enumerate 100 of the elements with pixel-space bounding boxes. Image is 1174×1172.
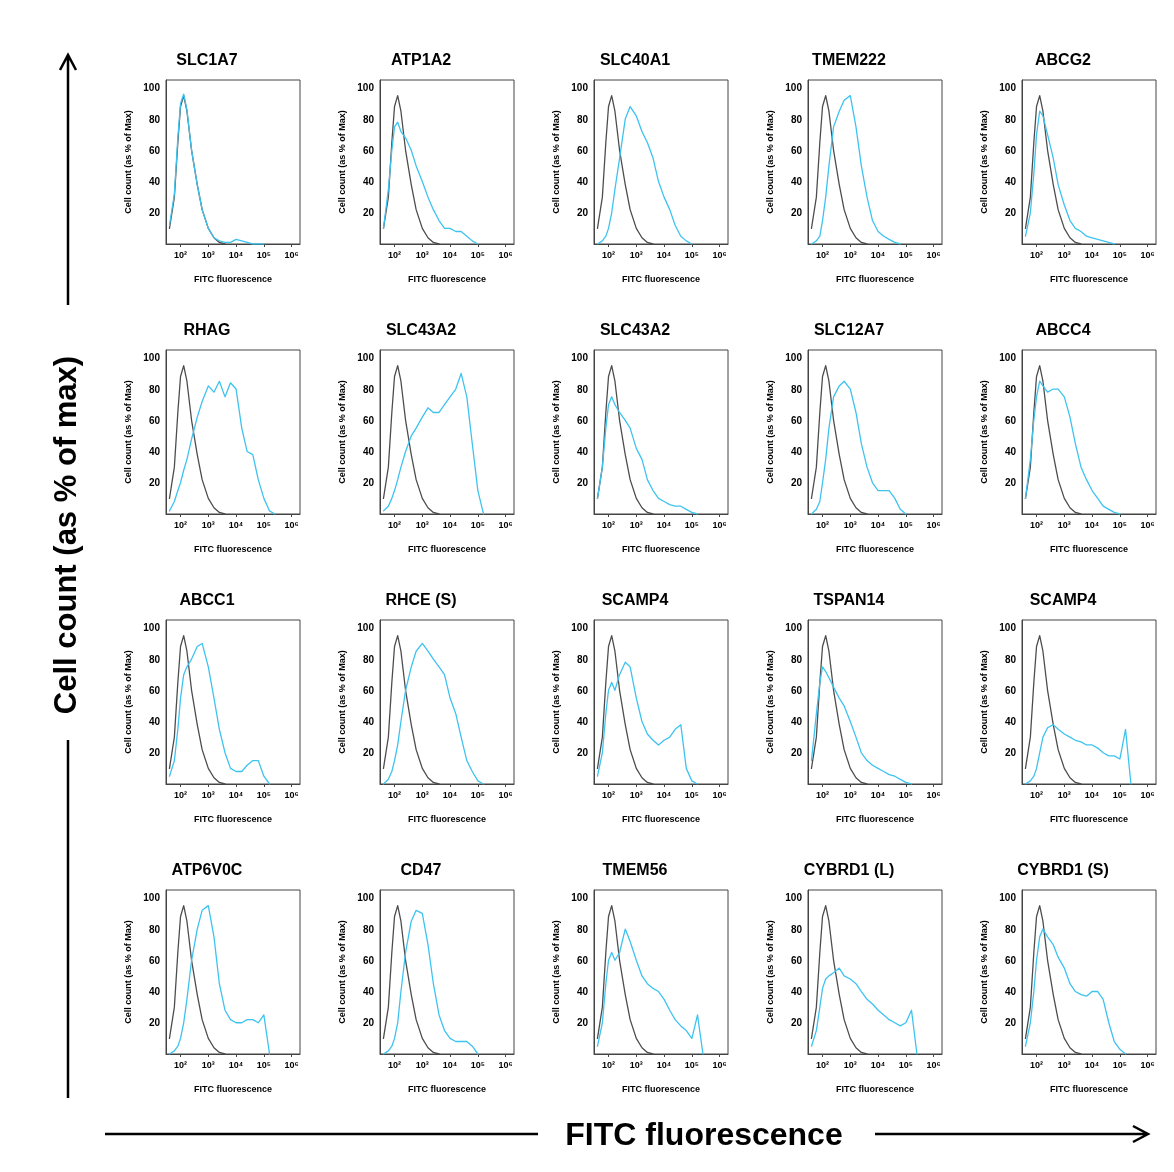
y-tick-label: 40 (576, 446, 589, 458)
y-tick-label: 20 (576, 207, 589, 219)
x-tick-label: 10⁶ (712, 1059, 727, 1070)
y-tick-label: 80 (790, 383, 803, 395)
y-tick-label: 20 (1004, 477, 1017, 489)
y-tick-label: 20 (1004, 1017, 1017, 1029)
x-axis-title: FITC fluorescence (407, 1083, 487, 1094)
y-tick-label: 100 (143, 622, 161, 634)
x-tick-label: 10⁵ (898, 249, 913, 260)
x-tick-label: 10⁴ (656, 789, 672, 800)
text: FITC fluorescence (565, 1115, 843, 1153)
chart-title: ABCG2 (1034, 50, 1092, 68)
x-axis-title: FITC fluorescence (1049, 1083, 1129, 1094)
chart-title: SLC43A2 (385, 320, 457, 338)
y-tick-label: 80 (362, 923, 375, 935)
chart-title: SLC1A7 (176, 50, 238, 68)
y-tick-label: 80 (1004, 113, 1017, 125)
x-tick-label: 10³ (1057, 519, 1071, 530)
x-tick-label: 10⁵ (898, 789, 913, 800)
x-tick-label: 10⁴ (1084, 519, 1100, 530)
x-tick-label: 10⁵ (470, 519, 485, 530)
x-tick-label: 10² (174, 249, 188, 260)
y-tick-label: 100 (571, 82, 589, 94)
x-tick-label: 10² (816, 519, 830, 530)
y-tick-label: 60 (1004, 414, 1017, 426)
x-tick-label: 10⁴ (442, 789, 458, 800)
chart-title: ATP6V0C (171, 860, 243, 878)
chart-title: TMEM56 (602, 860, 668, 878)
x-tick-label: 10⁵ (256, 249, 271, 260)
y-axis-title: Cell count (as % of Max) (336, 380, 347, 484)
y-axis-title: Cell count (as % of Max) (978, 650, 989, 754)
x-axis-title: FITC fluorescence (621, 273, 701, 284)
y-tick-label: 60 (790, 684, 803, 696)
text: Cell count (as % of max) (48, 355, 84, 715)
y-tick-label: 60 (1004, 144, 1017, 156)
y-tick-label: 100 (143, 352, 161, 364)
y-axis-title: Cell count (as % of Max) (550, 920, 561, 1024)
y-axis-title: Cell count (as % of Max) (550, 110, 561, 214)
y-tick-label: 60 (790, 144, 803, 156)
y-tick-label: 40 (1004, 176, 1017, 188)
x-tick-label: 10⁴ (228, 1059, 244, 1070)
y-tick-label: 60 (362, 144, 375, 156)
y-tick-label: 60 (148, 684, 161, 696)
x-axis-title: FITC fluorescence (835, 273, 915, 284)
x-tick-label: 10² (174, 1059, 188, 1070)
x-tick-label: 10³ (201, 789, 215, 800)
chart-title: SCAMP4 (601, 590, 669, 608)
y-tick-label: 100 (785, 892, 803, 904)
y-tick-label: 100 (785, 82, 803, 94)
x-tick-label: 10³ (629, 789, 643, 800)
x-tick-label: 10³ (843, 1059, 857, 1070)
y-tick-label: 60 (362, 954, 375, 966)
y-tick-label: 40 (790, 986, 803, 998)
y-axis-title: Cell count (as % of Max) (122, 650, 133, 754)
y-tick-label: 40 (1004, 986, 1017, 998)
y-tick-label: 20 (576, 747, 589, 759)
x-axis-title: FITC fluorescence (621, 1083, 701, 1094)
x-tick-label: 10⁶ (498, 1059, 513, 1070)
x-tick-label: 10² (602, 1059, 616, 1070)
x-tick-label: 10⁴ (1084, 1059, 1100, 1070)
x-tick-label: 10³ (629, 519, 643, 530)
x-axis-title: FITC fluorescence (193, 1083, 273, 1094)
y-axis-title: Cell count (as % of Max) (978, 920, 989, 1024)
x-axis-title: FITC fluorescence (193, 273, 273, 284)
x-tick-label: 10² (1030, 519, 1044, 530)
x-tick-label: 10³ (629, 1059, 643, 1070)
x-tick-label: 10⁶ (498, 249, 513, 260)
x-tick-label: 10⁴ (1084, 249, 1100, 260)
x-tick-label: 10⁴ (228, 789, 244, 800)
y-tick-label: 60 (790, 414, 803, 426)
y-tick-label: 60 (1004, 954, 1017, 966)
y-tick-label: 40 (576, 176, 589, 188)
x-tick-label: 10² (174, 789, 188, 800)
x-tick-label: 10⁶ (1140, 249, 1155, 260)
x-axis-title: FITC fluorescence (835, 1083, 915, 1094)
x-tick-label: 10⁵ (1112, 519, 1127, 530)
x-tick-label: 10⁶ (1140, 789, 1155, 800)
x-tick-label: 10² (388, 1059, 402, 1070)
x-tick-label: 10² (388, 249, 402, 260)
x-axis-title: FITC fluorescence (193, 813, 273, 824)
y-tick-label: 80 (1004, 923, 1017, 935)
y-tick-label: 20 (790, 1017, 803, 1029)
y-tick-label: 100 (999, 892, 1017, 904)
x-tick-label: 10³ (843, 519, 857, 530)
y-tick-label: 40 (148, 986, 161, 998)
y-tick-label: 100 (785, 622, 803, 634)
x-tick-label: 10⁶ (1140, 1059, 1155, 1070)
y-tick-label: 100 (571, 892, 589, 904)
y-tick-label: 80 (1004, 653, 1017, 665)
y-tick-label: 40 (1004, 716, 1017, 728)
x-tick-label: 10⁴ (870, 519, 886, 530)
x-tick-label: 10³ (629, 249, 643, 260)
x-axis-title: FITC fluorescence (1049, 543, 1129, 554)
chart-title: CYBRD1 (L) (803, 860, 895, 878)
chart-title: RHAG (183, 320, 231, 338)
y-tick-label: 60 (362, 414, 375, 426)
y-tick-label: 20 (576, 1017, 589, 1029)
x-tick-label: 10³ (201, 249, 215, 260)
x-tick-label: 10⁶ (926, 789, 941, 800)
y-axis-title: Cell count (as % of Max) (550, 650, 561, 754)
